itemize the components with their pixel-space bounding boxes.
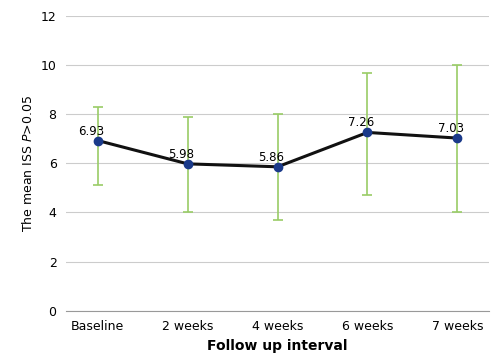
Text: 6.93: 6.93 [78, 124, 104, 138]
Text: 7.26: 7.26 [348, 116, 374, 130]
X-axis label: Follow up interval: Follow up interval [208, 339, 348, 353]
Text: 5.86: 5.86 [258, 151, 284, 164]
Y-axis label: The mean ISS $P$>0.05: The mean ISS $P$>0.05 [21, 95, 35, 232]
Text: 7.03: 7.03 [438, 122, 464, 135]
Text: 5.98: 5.98 [168, 148, 194, 161]
